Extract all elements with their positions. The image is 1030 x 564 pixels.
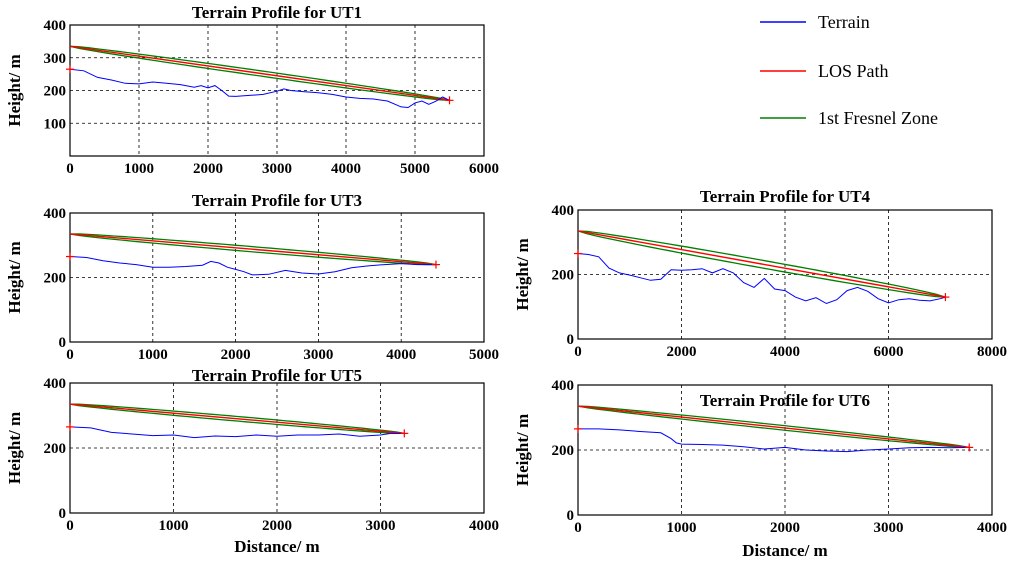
series-fresnel-lower <box>70 45 450 101</box>
series-fresnel-upper <box>70 233 437 266</box>
y-tick-label: 0 <box>567 332 575 348</box>
y-tick-label: 300 <box>44 51 67 67</box>
x-tick-label: 3000 <box>303 347 333 363</box>
y-tick-label: 200 <box>44 271 67 287</box>
x-tick-label: 3000 <box>262 161 292 177</box>
x-tick-label: 5000 <box>469 347 499 363</box>
y-tick-label: 100 <box>44 116 67 132</box>
plot-frame <box>577 384 993 516</box>
x-tick-label: 4000 <box>331 161 361 177</box>
series-fresnel-upper <box>70 403 405 435</box>
plot-frame <box>69 24 485 157</box>
x-tick-label: 4000 <box>977 520 1007 536</box>
series-fresnel-lower <box>578 405 970 449</box>
y-tick-label: 0 <box>567 508 575 524</box>
x-axis-label: Distance/ m <box>742 541 827 560</box>
x-tick-label: 2000 <box>770 520 800 536</box>
series-los-path <box>70 403 405 435</box>
y-tick-label: 400 <box>552 378 575 394</box>
x-tick-label: 1000 <box>124 161 154 177</box>
y-tick-label: 200 <box>44 441 67 457</box>
series-los-path <box>70 45 450 102</box>
series-fresnel-lower <box>70 233 436 266</box>
y-axis-label: Height/ m <box>5 412 24 484</box>
x-tick-label: 5000 <box>400 161 430 177</box>
x-tick-label: 4000 <box>386 347 416 363</box>
x-tick-label: 0 <box>574 344 582 360</box>
x-tick-label: 6000 <box>469 161 499 177</box>
series-los-path <box>70 233 437 266</box>
x-tick-label: 2000 <box>221 347 251 363</box>
series-fresnel-lower <box>578 230 946 298</box>
y-tick-label: 400 <box>44 18 67 34</box>
y-tick-label: 400 <box>44 206 67 222</box>
x-tick-label: 4000 <box>770 344 800 360</box>
panel-ut1: 0 1000 2000 3000 4000 5000 6000 100 200 300 400 Ter… <box>5 3 499 177</box>
x-tick-label: 2000 <box>262 518 292 534</box>
legend-label-fresnel: 1st Fresnel Zone <box>818 108 938 128</box>
x-tick-label: 0 <box>66 347 74 363</box>
chart-title: Terrain Profile for UT1 <box>192 3 362 22</box>
y-tick-label: 400 <box>44 376 67 392</box>
plot-area <box>70 233 437 276</box>
x-tick-label: 1000 <box>138 347 168 363</box>
y-axis-label: Height/ m <box>5 241 24 313</box>
x-tick-label: 8000 <box>977 344 1007 360</box>
plot-frame <box>577 209 993 340</box>
chart-title: Terrain Profile for UT5 <box>192 366 362 385</box>
series-terrain <box>70 68 450 109</box>
panel-ut5: 0 1000 2000 3000 4000 0 200 400 Terrain Profile … <box>5 366 499 556</box>
y-axis-label: Height/ m <box>5 54 24 126</box>
y-tick-label: 400 <box>552 203 575 219</box>
x-tick-label: 1000 <box>667 520 697 536</box>
x-tick-label: 4000 <box>469 518 499 534</box>
x-tick-label: 2000 <box>193 161 223 177</box>
series-fresnel-upper <box>70 45 450 101</box>
chart-title: Terrain Profile for UT6 <box>700 391 870 410</box>
plot-frame <box>69 382 485 514</box>
y-axis-label: Height/ m <box>513 414 532 486</box>
panel-ut6: 0 1000 2000 3000 4000 0 200 400 Terrain Profile … <box>513 378 1007 560</box>
panel-ut4: 0 2000 4000 6000 8000 0 200 400 Terrain Profile … <box>513 187 1007 360</box>
x-tick-label: 3000 <box>874 520 904 536</box>
plot-area <box>578 230 946 305</box>
plot-area <box>70 45 450 109</box>
series-terrain <box>70 426 405 439</box>
x-tick-label: 6000 <box>874 344 904 360</box>
x-tick-label: 1000 <box>159 518 189 534</box>
series-terrain <box>578 253 946 305</box>
chart-title: Terrain Profile for UT4 <box>700 187 871 206</box>
y-tick-label: 200 <box>552 268 575 284</box>
x-tick-label: 0 <box>66 161 74 177</box>
x-tick-label: 0 <box>66 518 74 534</box>
y-tick-label: 200 <box>552 443 575 459</box>
plot-frame <box>69 212 485 343</box>
x-tick-label: 3000 <box>366 518 396 534</box>
series-los-path <box>578 405 970 449</box>
series-fresnel-lower <box>70 403 405 435</box>
legend-label-los: LOS Path <box>818 61 889 81</box>
series-fresnel-upper <box>578 405 970 449</box>
series-los-path <box>578 230 946 298</box>
plot-area <box>70 403 405 439</box>
y-tick-label: 0 <box>59 506 67 522</box>
x-tick-label: 2000 <box>667 344 697 360</box>
series-terrain <box>70 256 436 276</box>
x-tick-label: 0 <box>574 520 582 536</box>
series-terrain <box>578 428 970 453</box>
y-tick-label: 0 <box>59 335 67 351</box>
plot-area <box>578 405 970 453</box>
series-fresnel-upper <box>578 230 946 298</box>
y-axis-label: Height/ m <box>513 238 532 310</box>
y-tick-label: 200 <box>44 84 67 100</box>
x-axis-label: Distance/ m <box>234 537 319 556</box>
legend: Terrain LOS Path 1st Fresnel Zone <box>760 12 938 128</box>
chart-title: Terrain Profile for UT3 <box>192 191 362 210</box>
legend-label-terrain: Terrain <box>818 12 870 32</box>
panel-ut3: 0 1000 2000 3000 4000 5000 0 200 400 Terrain Prof… <box>5 191 499 363</box>
